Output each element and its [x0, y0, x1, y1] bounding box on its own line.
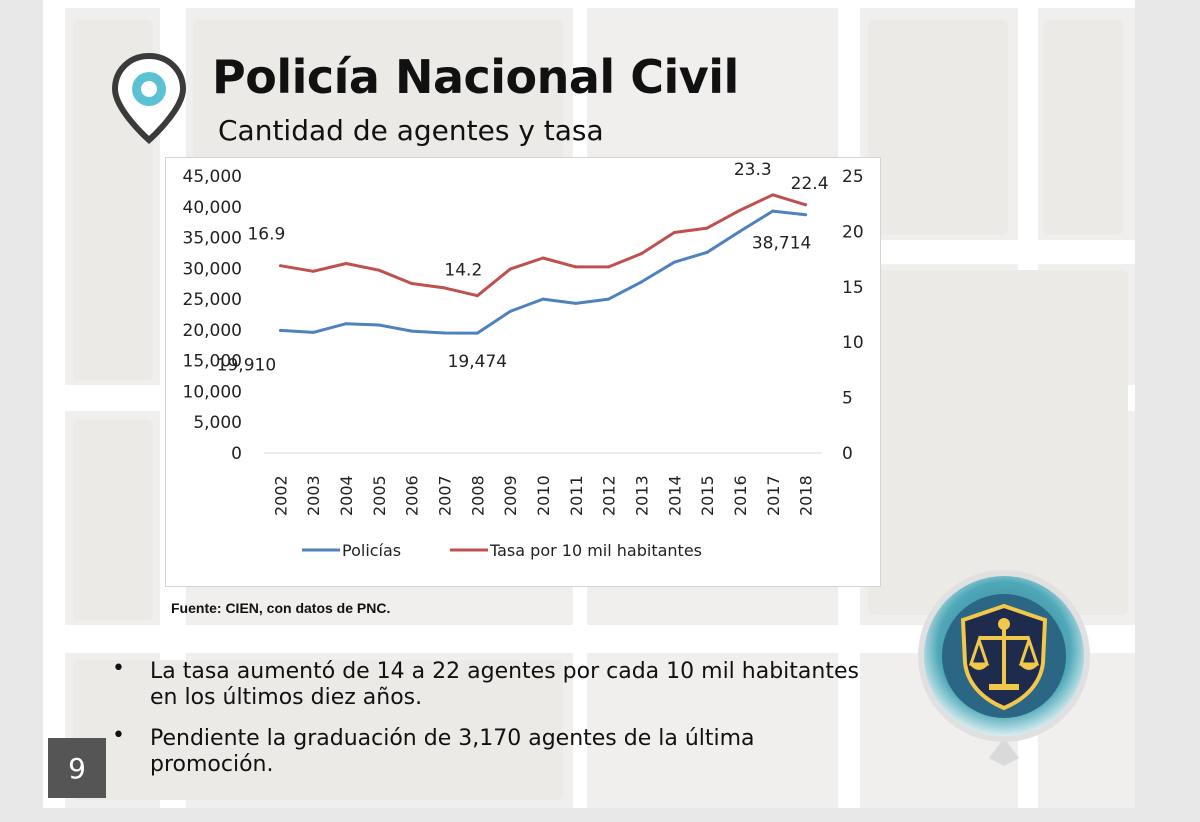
- map-street: [863, 240, 1135, 264]
- data-point: [410, 329, 414, 333]
- data-point: [311, 269, 315, 273]
- data-point: [705, 250, 709, 254]
- legend-label: Policías: [342, 541, 401, 560]
- data-point: [738, 229, 742, 233]
- location-pin-icon: [111, 52, 187, 144]
- map-block: [1043, 20, 1123, 235]
- data-point: [541, 297, 545, 301]
- data-point: [574, 301, 578, 305]
- map-block: [73, 660, 563, 800]
- map-street: [43, 0, 1135, 8]
- data-point: [705, 226, 709, 230]
- page-subtitle: Cantidad de agentes y tasa: [218, 114, 604, 147]
- y-left-tick-label: 40,000: [183, 198, 242, 218]
- data-point: [574, 265, 578, 269]
- x-tick-label: 2014: [665, 475, 684, 516]
- data-label: 22.4: [791, 174, 829, 194]
- y-left-tick-label: 5,000: [193, 413, 242, 433]
- x-tick-label: 2012: [600, 475, 619, 516]
- data-point: [672, 260, 676, 264]
- data-point: [344, 322, 348, 326]
- data-point: [541, 256, 545, 260]
- data-point: [607, 265, 611, 269]
- justice-scales-badge-icon: [918, 570, 1090, 766]
- x-tick-label: 2003: [304, 475, 323, 516]
- data-point: [607, 297, 611, 301]
- data-point: [443, 286, 447, 290]
- data-label: 23.3: [734, 160, 772, 180]
- y-right-tick-label: 0: [842, 444, 853, 464]
- x-tick-label: 2010: [534, 475, 553, 516]
- series-line-policias: [280, 209, 806, 335]
- data-point: [771, 193, 775, 197]
- x-tick-label: 2004: [337, 475, 356, 516]
- data-label: 16.9: [247, 225, 285, 245]
- data-point: [804, 203, 808, 207]
- legend-label: Tasa por 10 mil habitantes: [489, 541, 702, 560]
- data-point: [278, 264, 282, 268]
- data-point: [672, 231, 676, 235]
- source-note: Fuente: CIEN, con datos de PNC.: [171, 600, 391, 616]
- y-left-tick-label: 45,000: [183, 167, 242, 187]
- map-block: [868, 270, 1128, 615]
- y-left-tick-label: 20,000: [183, 321, 242, 341]
- bullet-marker: •: [112, 723, 125, 748]
- y-right-tick-label: 25: [842, 167, 864, 187]
- line-chart: 0 5,000 10,000 15,000 20,000 25,000 30,000 35,0…: [183, 160, 864, 560]
- map-block: [73, 420, 153, 620]
- y-left-tick-label: 25,000: [183, 290, 242, 310]
- bullet-text-1: La tasa aumentó de 14 a 22 agentes por c…: [150, 659, 859, 710]
- data-point: [475, 331, 479, 335]
- x-tick-label: 2005: [370, 475, 389, 516]
- x-tick-label: 2017: [764, 475, 783, 516]
- page-title: Policía Nacional Civil: [212, 50, 739, 104]
- data-point: [475, 294, 479, 298]
- data-point: [377, 323, 381, 327]
- x-tick-label: 2013: [632, 475, 651, 516]
- series-line-tasa: [280, 193, 807, 298]
- y-right-tick-label: 15: [842, 278, 864, 298]
- data-label: 14.2: [444, 261, 482, 281]
- x-tick-label: 2016: [731, 475, 750, 516]
- page-number: 9: [48, 738, 106, 798]
- y-left-tick-label: 15,000: [183, 352, 242, 372]
- data-point: [410, 281, 414, 285]
- x-tick-label: 2007: [436, 475, 455, 516]
- data-label: 19,910: [217, 355, 276, 375]
- y-left-tick-label: 30,000: [183, 259, 242, 279]
- x-tick-label: 2008: [468, 475, 487, 516]
- data-point: [443, 331, 447, 335]
- x-tick-label: 2011: [567, 475, 586, 516]
- bullet-marker: •: [112, 656, 125, 681]
- data-point: [311, 330, 315, 334]
- data-point: [804, 213, 808, 217]
- chart-container: 0 5,000 10,000 15,000 20,000 25,000 30,000 35,0…: [165, 157, 881, 587]
- y-right-tick-label: 5: [842, 389, 853, 409]
- map-block: [868, 20, 1008, 235]
- data-point: [377, 268, 381, 272]
- y-right-tick-label: 10: [842, 333, 864, 353]
- data-point: [508, 309, 512, 313]
- x-tick-label: 2009: [501, 475, 520, 516]
- data-point: [639, 280, 643, 284]
- x-tick-label: 2002: [271, 475, 290, 516]
- data-point: [508, 267, 512, 271]
- data-point: [738, 208, 742, 212]
- y-right-tick-label: 20: [842, 222, 864, 242]
- data-point: [639, 252, 643, 256]
- x-tick-label: 2015: [698, 475, 717, 516]
- y-left-tick-label: 0: [231, 444, 242, 464]
- data-point: [344, 262, 348, 266]
- data-point: [771, 209, 775, 213]
- y-left-tick-label: 10,000: [183, 382, 242, 402]
- data-point: [278, 328, 282, 332]
- x-tick-label: 2006: [403, 475, 422, 516]
- x-tick-label: 2018: [797, 475, 816, 516]
- data-label: 38,714: [752, 234, 811, 254]
- bullet-text-2: Pendiente la graduación de 3,170 agentes…: [150, 726, 755, 777]
- data-label: 19,474: [448, 352, 507, 372]
- y-left-tick-label: 35,000: [183, 229, 242, 249]
